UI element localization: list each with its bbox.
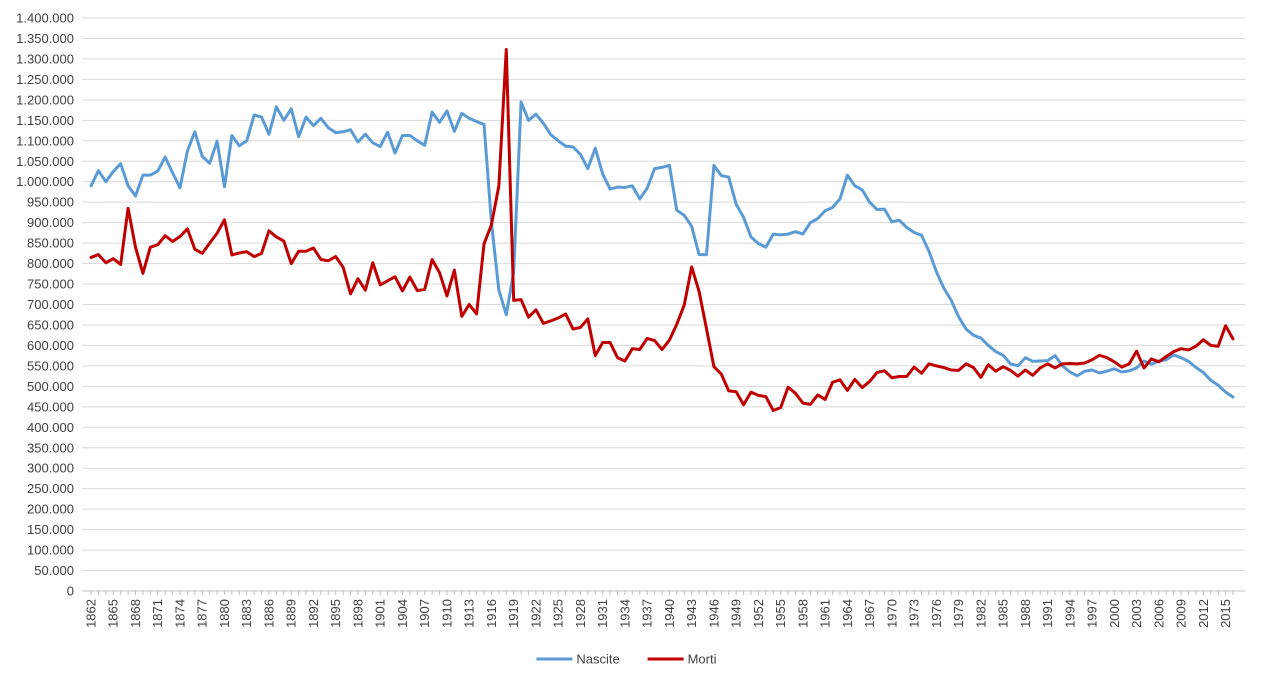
x-tick-label: 1868 (128, 599, 143, 628)
y-tick-label: 0 (67, 584, 74, 599)
y-tick-label: 1.000.000 (16, 174, 74, 189)
x-tick-label: 1964 (840, 599, 855, 628)
y-tick-label: 700.000 (27, 297, 74, 312)
y-tick-label: 1.350.000 (16, 31, 74, 46)
x-tick-label: 1880 (217, 599, 232, 628)
x-tick-label: 1976 (929, 599, 944, 628)
legend: Nascite Morti (536, 652, 717, 667)
x-tick-label: 1871 (150, 599, 165, 628)
y-tick-label: 600.000 (27, 338, 74, 353)
legend-label: Nascite (576, 652, 619, 667)
x-tick-label: 1889 (284, 599, 299, 628)
x-tick-label: 1931 (595, 599, 610, 628)
y-tick-label: 1.050.000 (16, 154, 74, 169)
x-tick-label: 2003 (1129, 599, 1144, 628)
x-tick-label: 1946 (706, 599, 721, 628)
x-tick-label: 1883 (239, 599, 254, 628)
x-tick-label: 1988 (1018, 599, 1033, 628)
x-tick-label: 1922 (528, 599, 543, 628)
x-tick-label: 1967 (862, 599, 877, 628)
x-tick-label: 1934 (617, 599, 632, 628)
x-tick-label: 2015 (1218, 599, 1233, 628)
x-tick-label: 1901 (373, 599, 388, 628)
x-tick-label: 1952 (751, 599, 766, 628)
y-tick-label: 250.000 (27, 481, 74, 496)
x-tick-label: 1943 (684, 599, 699, 628)
x-tick-label: 1916 (484, 599, 499, 628)
x-tick-label: 1937 (640, 599, 655, 628)
x-tick-label: 1874 (172, 599, 187, 628)
x-tick-label: 1910 (439, 599, 454, 628)
x-tick-label: 1958 (795, 599, 810, 628)
y-tick-label: 100.000 (27, 543, 74, 558)
y-tick-label: 150.000 (27, 522, 74, 537)
x-tick-label: 1940 (662, 599, 677, 628)
y-tick-label: 550.000 (27, 358, 74, 373)
x-tick-label: 1985 (996, 599, 1011, 628)
y-tick-label: 300.000 (27, 461, 74, 476)
y-tick-label: 1.100.000 (16, 133, 74, 148)
y-tick-label: 50.000 (34, 563, 74, 578)
y-tick-label: 900.000 (27, 215, 74, 230)
x-tick-label: 1982 (973, 599, 988, 628)
x-tick-label: 1928 (573, 599, 588, 628)
y-tick-label: 1.400.000 (16, 11, 74, 26)
y-tick-label: 1.250.000 (16, 72, 74, 87)
gridlines (82, 17, 1245, 572)
y-tick-label: 650.000 (27, 317, 74, 332)
x-tick-label: 2012 (1196, 599, 1211, 628)
series-line-nascite (89, 100, 1235, 399)
x-tick-label: 1973 (907, 599, 922, 628)
x-tick-label: 1907 (417, 599, 432, 628)
y-tick-label: 1.200.000 (16, 92, 74, 107)
x-tick-label: 1979 (951, 599, 966, 628)
x-tick-label: 1892 (306, 599, 321, 628)
x-tick-label: 1904 (395, 599, 410, 628)
y-tick-label: 950.000 (27, 195, 74, 210)
x-tick-label: 1913 (462, 599, 477, 628)
legend-label: Morti (688, 652, 717, 667)
x-tick-label: 2009 (1174, 599, 1189, 628)
series-lines (89, 48, 1235, 412)
y-tick-label: 200.000 (27, 502, 74, 517)
x-tick-label: 1925 (551, 599, 566, 628)
x-tick-label: 2000 (1107, 599, 1122, 628)
x-tick-label: 1886 (261, 599, 276, 628)
y-tick-label: 450.000 (27, 399, 74, 414)
x-tick-label: 1895 (328, 599, 343, 628)
x-tick-label: 1994 (1062, 599, 1077, 628)
y-tick-label: 1.150.000 (16, 113, 74, 128)
x-tick-label: 1949 (729, 599, 744, 628)
x-tick-label: 1955 (773, 599, 788, 628)
y-tick-label: 1.300.000 (16, 51, 74, 66)
axes: 0 50.000 100.000 150.000 200.000 250.000 300.0… (16, 11, 1245, 628)
x-tick-label: 1862 (84, 599, 99, 628)
x-tick-label: 1898 (350, 599, 365, 628)
x-tick-label: 1877 (195, 599, 210, 628)
x-tick-label: 1997 (1085, 599, 1100, 628)
y-tick-label: 350.000 (27, 440, 74, 455)
y-tick-label: 800.000 (27, 256, 74, 271)
series-line-morti (89, 48, 1235, 412)
y-tick-label: 400.000 (27, 420, 74, 435)
x-tick-label: 1970 (884, 599, 899, 628)
y-tick-label: 500.000 (27, 379, 74, 394)
y-tick-label: 750.000 (27, 277, 74, 292)
x-tick-label: 1991 (1040, 599, 1055, 628)
x-tick-label: 1865 (106, 599, 121, 628)
x-tick-label: 1961 (818, 599, 833, 628)
y-tick-label: 850.000 (27, 236, 74, 251)
x-tick-label: 2006 (1151, 599, 1166, 628)
x-tick-label: 1919 (506, 599, 521, 628)
